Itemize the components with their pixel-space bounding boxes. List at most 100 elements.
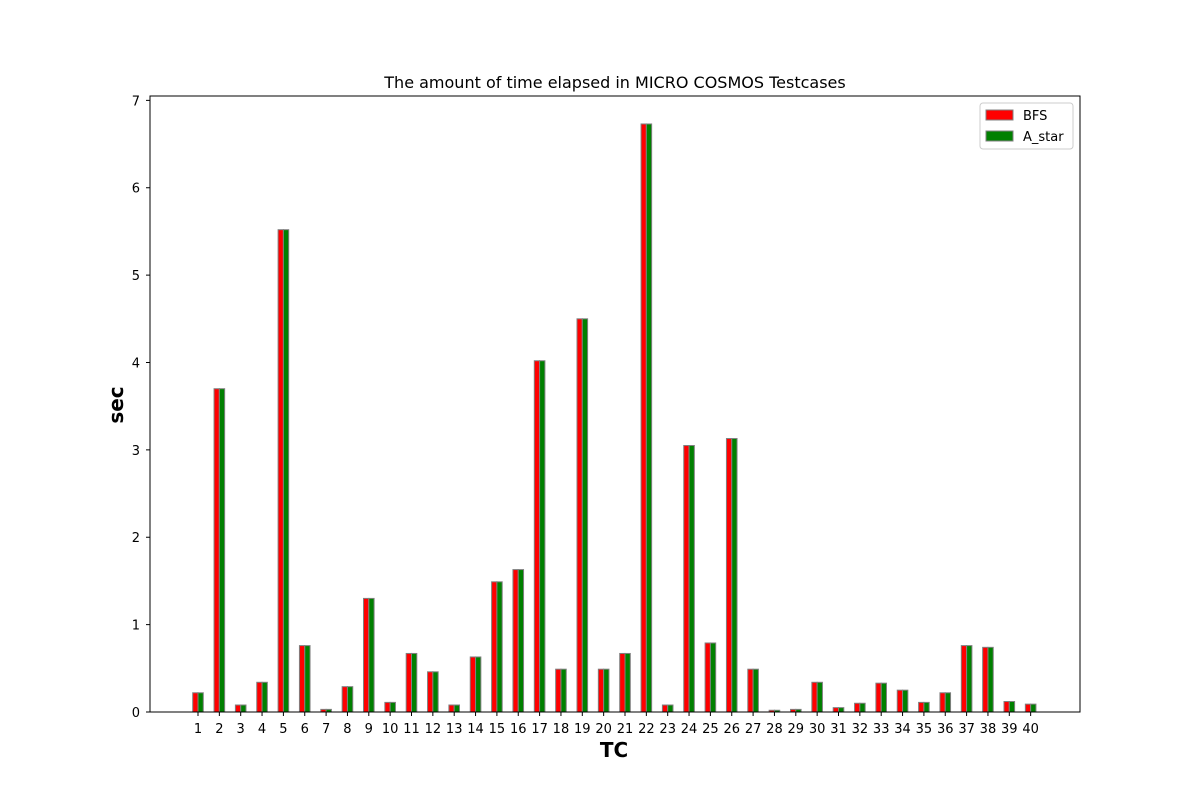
x-tick-label: 30 bbox=[809, 722, 826, 737]
bar-bfs-tc-30 bbox=[811, 681, 818, 713]
bar-bfs-tc-16 bbox=[512, 569, 519, 713]
legend: BFS A_star bbox=[979, 102, 1074, 150]
bar-a-star-tc-6 bbox=[304, 645, 311, 713]
x-tick-label: 27 bbox=[745, 722, 762, 737]
x-tick-label: 16 bbox=[510, 722, 527, 737]
bar-bfs-tc-20 bbox=[597, 668, 605, 713]
y-tick-label: 2 bbox=[132, 531, 140, 546]
bar-bfs-tc-14 bbox=[469, 656, 477, 713]
y-ticks-group: 0 1 2 3 4 5 6 7 bbox=[132, 94, 150, 721]
y-tick-label: 4 bbox=[132, 356, 140, 371]
bar-a-star-tc-39 bbox=[1008, 701, 1016, 713]
bar-bfs-tc-40 bbox=[1024, 703, 1032, 713]
x-ticks-group: 1 2 3 4 5 6 7 8 9 10 11 12 13 14 15 16 17 18 19 20 21 22 23 24 2… bbox=[194, 712, 1039, 737]
bar-bfs-tc-21 bbox=[619, 652, 626, 713]
x-tick-label: 20 bbox=[595, 722, 612, 737]
bar-bfs-tc-19 bbox=[576, 318, 583, 713]
x-tick-label: 10 bbox=[382, 722, 399, 737]
y-tick-label: 0 bbox=[132, 706, 140, 721]
bar-bfs-tc-18 bbox=[555, 668, 562, 713]
bar-bfs-tc-15 bbox=[491, 581, 498, 713]
bar-a-star-tc-36 bbox=[944, 692, 952, 713]
legend-label-a-star: A_star bbox=[1023, 130, 1064, 145]
bar-a-star-tc-25 bbox=[709, 642, 717, 713]
x-tick-label: 29 bbox=[788, 722, 805, 737]
legend-label-bfs: BFS bbox=[1023, 109, 1047, 124]
bar-bfs-tc-13 bbox=[448, 704, 455, 713]
x-tick-label: 15 bbox=[489, 722, 506, 737]
x-tick-label: 4 bbox=[258, 722, 266, 737]
x-tick-label: 6 bbox=[301, 722, 309, 737]
x-tick-label: 21 bbox=[617, 722, 634, 737]
bar-bfs-tc-8 bbox=[341, 686, 348, 713]
bar-bfs-tc-26 bbox=[725, 438, 733, 713]
x-tick-label: 13 bbox=[446, 722, 463, 737]
bar-a-star-tc-14 bbox=[475, 656, 482, 713]
bar-a-star-tc-5 bbox=[282, 229, 290, 713]
bar-a-star-tc-35 bbox=[923, 701, 930, 713]
x-tick-label: 26 bbox=[723, 722, 740, 737]
bar-bfs-tc-33 bbox=[875, 682, 882, 713]
bar-a-star-tc-30 bbox=[816, 681, 823, 713]
x-tick-label: 24 bbox=[681, 722, 698, 737]
x-tick-label: 7 bbox=[322, 722, 330, 737]
x-tick-label: 36 bbox=[937, 722, 954, 737]
bar-bfs-tc-36 bbox=[939, 692, 946, 713]
x-tick-label: 18 bbox=[553, 722, 570, 737]
y-tick-label: 6 bbox=[132, 182, 140, 197]
bar-a-star-tc-37 bbox=[966, 645, 973, 713]
bar-a-star-tc-17 bbox=[539, 360, 546, 713]
x-tick-label: 19 bbox=[574, 722, 591, 737]
x-tick-label: 8 bbox=[343, 722, 351, 737]
x-tick-label: 40 bbox=[1022, 722, 1039, 737]
bar-bfs-tc-1 bbox=[192, 692, 199, 713]
bar-a-star-tc-13 bbox=[453, 704, 461, 713]
bar-bfs-tc-32 bbox=[854, 702, 861, 713]
bar-bfs-tc-17 bbox=[533, 360, 541, 713]
legend-swatch-a-star bbox=[985, 130, 1014, 142]
bar-a-star-tc-26 bbox=[731, 438, 738, 713]
bar-bfs-tc-9 bbox=[363, 597, 370, 713]
x-tick-label: 11 bbox=[403, 722, 420, 737]
bar-a-star-tc-20 bbox=[603, 668, 610, 713]
bar-bfs-tc-2 bbox=[213, 388, 220, 713]
bar-a-star-tc-16 bbox=[517, 569, 525, 713]
x-tick-label: 23 bbox=[659, 722, 676, 737]
bar-bfs-tc-11 bbox=[405, 652, 413, 713]
bar-a-star-tc-11 bbox=[411, 652, 418, 713]
bar-bfs-tc-31 bbox=[832, 707, 840, 713]
x-tick-label: 9 bbox=[365, 722, 373, 737]
bar-a-star-tc-18 bbox=[560, 668, 567, 713]
bar-a-star-tc-8 bbox=[346, 686, 354, 713]
bar-a-star-tc-24 bbox=[688, 445, 695, 713]
y-tick-label: 1 bbox=[132, 619, 140, 634]
bar-a-star-tc-1 bbox=[197, 692, 204, 713]
bar-bfs-tc-3 bbox=[234, 704, 242, 713]
x-tick-label: 35 bbox=[916, 722, 933, 737]
bar-a-star-tc-10 bbox=[389, 701, 396, 713]
bar-a-star-tc-9 bbox=[368, 597, 375, 713]
bar-a-star-tc-19 bbox=[581, 318, 589, 713]
x-tick-label: 25 bbox=[702, 722, 719, 737]
chart-title: The amount of time elapsed in MICRO COSM… bbox=[383, 73, 845, 92]
x-tick-label: 38 bbox=[980, 722, 997, 737]
x-tick-label: 1 bbox=[194, 722, 202, 737]
x-axis-label: TC bbox=[600, 738, 628, 762]
x-tick-label: 14 bbox=[467, 722, 484, 737]
bar-a-star-tc-27 bbox=[752, 668, 759, 713]
bar-a-star-tc-38 bbox=[987, 646, 994, 713]
bar-bfs-tc-6 bbox=[298, 645, 306, 713]
bar-a-star-tc-22 bbox=[645, 123, 653, 713]
plot-frame bbox=[149, 95, 1081, 713]
bar-a-star-tc-3 bbox=[240, 704, 247, 713]
y-tick-label: 5 bbox=[132, 269, 140, 284]
y-tick-label: 3 bbox=[132, 444, 140, 459]
bar-bfs-tc-35 bbox=[918, 701, 925, 713]
x-tick-label: 33 bbox=[873, 722, 890, 737]
bar-a-star-tc-31 bbox=[838, 707, 845, 713]
legend-swatch-bfs bbox=[985, 109, 1014, 121]
bar-bfs-tc-37 bbox=[960, 645, 968, 713]
x-tick-label: 39 bbox=[1001, 722, 1018, 737]
x-tick-label: 32 bbox=[852, 722, 869, 737]
